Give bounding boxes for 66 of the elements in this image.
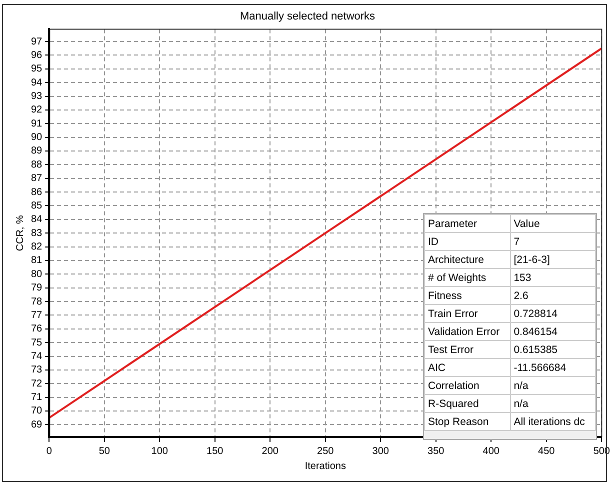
x-tick-label: 50 (98, 446, 110, 457)
y-tick-label: 91 (31, 118, 43, 130)
x-tick-label: 200 (262, 446, 279, 457)
annotation: Value (510, 214, 596, 232)
annotation: 153 (510, 268, 596, 286)
y-tick-label: 95 (31, 64, 43, 75)
annotation: Validation Error (424, 322, 510, 340)
y-tick-label: 86 (31, 186, 43, 198)
annotation: AIC (424, 358, 510, 376)
annotation: Parameter (424, 214, 510, 232)
chart-title: Manually selected networks (240, 10, 376, 23)
y-tick-label: 97 (31, 36, 43, 48)
annotation: [21-6-3] (510, 250, 596, 268)
annotation: -11.566684 (510, 358, 596, 376)
y-tick-label: 82 (31, 242, 43, 253)
x-tick-label: 150 (206, 446, 224, 457)
annotation: ID (424, 232, 510, 250)
y-tick-label: 89 (31, 146, 43, 157)
y-tick-label: 72 (31, 378, 43, 390)
x-tick-label: 450 (538, 446, 556, 457)
y-tick-label: 74 (31, 351, 43, 362)
y-tick-label: 79 (31, 282, 43, 294)
annotation: 0.846154 (510, 322, 596, 340)
annotation: Stop Reason (424, 412, 510, 430)
y-tick-label: 88 (31, 159, 43, 170)
y-tick-label: 87 (31, 173, 43, 184)
annotation: Train Error (424, 304, 510, 322)
y-tick-label: 80 (31, 268, 43, 280)
annotation: 2.6 (510, 286, 596, 304)
y-tick-label: 96 (31, 50, 43, 61)
y-tick-label: 76 (31, 324, 43, 335)
annotation: 0.728814 (510, 304, 596, 322)
y-tick-label: 84 (31, 214, 43, 226)
annotation: Test Error (424, 340, 510, 358)
y-tick-label: 92 (31, 104, 43, 116)
y-tick-label: 90 (31, 132, 43, 144)
x-axis-title: Iterations (304, 460, 346, 472)
y-tick-label: 83 (31, 228, 43, 239)
y-tick-label: 71 (31, 392, 43, 404)
y-tick-label: 93 (31, 91, 43, 102)
x-tick-label: 100 (151, 446, 168, 457)
x-tick-label: 0 (46, 446, 52, 457)
annotation: n/a (510, 394, 596, 412)
annotation: Correlation (424, 376, 510, 394)
x-tick-label: 250 (317, 446, 334, 457)
annotation: Fitness (424, 286, 510, 304)
annotation: 0.615385 (510, 340, 596, 358)
y-tick-label: 70 (31, 406, 43, 417)
annotation: All iterations dc (510, 412, 596, 430)
x-tick-label: 300 (372, 446, 390, 457)
y-tick-label: 85 (31, 200, 43, 212)
x-tick-label: 400 (482, 446, 500, 457)
annotation: 7 (510, 232, 596, 250)
y-axis-title: CCR, % (14, 214, 26, 252)
y-tick-label: 69 (31, 419, 43, 430)
annotation: n/a (510, 376, 596, 394)
y-tick-label: 73 (31, 364, 43, 376)
y-tick-label: 94 (31, 77, 43, 88)
x-tick-label: 350 (428, 446, 445, 457)
annotation: # of Weights (424, 268, 510, 286)
annotation: R-Squared (424, 394, 510, 412)
y-tick-label: 77 (31, 310, 43, 321)
y-tick-label: 81 (31, 255, 43, 266)
y-tick-label: 75 (31, 337, 43, 348)
y-tick-label: 78 (31, 296, 43, 308)
annotation: Architecture (424, 250, 510, 268)
